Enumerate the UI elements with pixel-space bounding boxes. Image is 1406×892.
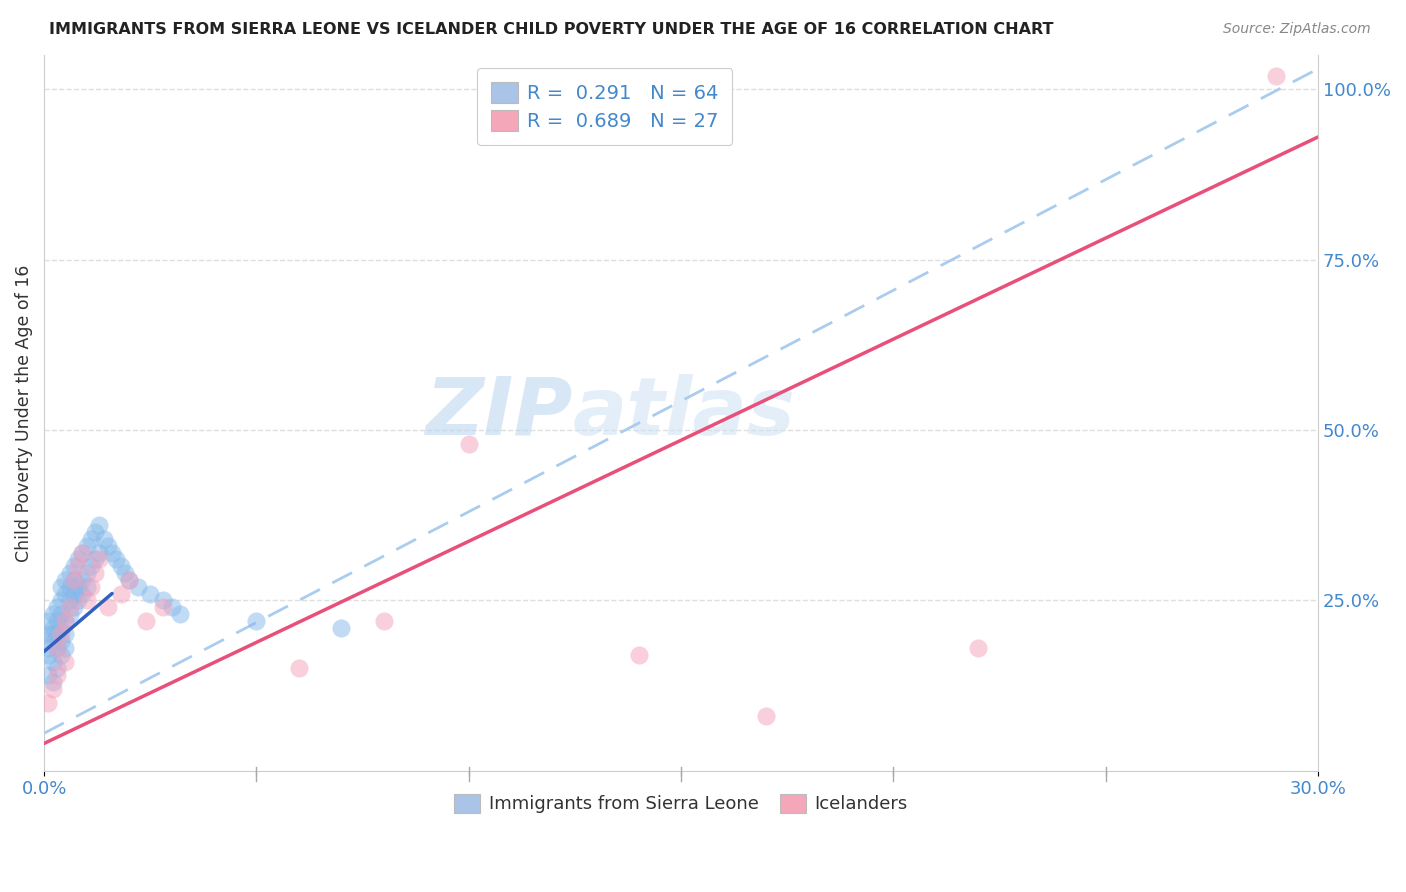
Point	[53, 573, 76, 587]
Point	[58, 566, 80, 580]
Text: Source: ZipAtlas.com: Source: ZipAtlas.com	[1223, 22, 1371, 37]
Point	[49, 593, 72, 607]
Point	[89, 546, 111, 560]
Point	[84, 525, 107, 540]
Point	[41, 607, 63, 621]
Point	[45, 640, 67, 655]
Point	[67, 552, 90, 566]
Point	[80, 580, 103, 594]
Point	[37, 614, 59, 628]
Point	[72, 586, 94, 600]
Point	[80, 559, 103, 574]
Text: IMMIGRANTS FROM SIERRA LEONE VS ICELANDER CHILD POVERTY UNDER THE AGE OF 16 CORR: IMMIGRANTS FROM SIERRA LEONE VS ICELANDE…	[49, 22, 1053, 37]
Point	[76, 593, 98, 607]
Point	[45, 661, 67, 675]
Point	[967, 640, 990, 655]
Point	[80, 532, 103, 546]
Point	[37, 696, 59, 710]
Point	[72, 573, 94, 587]
Point	[118, 573, 141, 587]
Point	[135, 614, 157, 628]
Point	[49, 648, 72, 662]
Point	[53, 614, 76, 628]
Point	[45, 614, 67, 628]
Point	[63, 586, 86, 600]
Point	[72, 546, 94, 560]
Point	[41, 655, 63, 669]
Point	[53, 586, 76, 600]
Y-axis label: Child Poverty Under the Age of 16: Child Poverty Under the Age of 16	[15, 264, 32, 562]
Point	[76, 539, 98, 553]
Point	[101, 546, 124, 560]
Point	[49, 621, 72, 635]
Point	[67, 580, 90, 594]
Point	[37, 648, 59, 662]
Point	[49, 627, 72, 641]
Point	[97, 600, 120, 615]
Point	[41, 681, 63, 696]
Point	[58, 607, 80, 621]
Point	[152, 593, 174, 607]
Point	[330, 621, 353, 635]
Point	[53, 655, 76, 669]
Point	[84, 566, 107, 580]
Point	[110, 586, 132, 600]
Point	[41, 675, 63, 690]
Point	[288, 661, 311, 675]
Point	[63, 600, 86, 615]
Point	[41, 627, 63, 641]
Point	[37, 627, 59, 641]
Point	[63, 559, 86, 574]
Text: ZIP: ZIP	[426, 374, 572, 452]
Point	[45, 640, 67, 655]
Point	[37, 640, 59, 655]
Point	[58, 600, 80, 615]
Point	[45, 627, 67, 641]
Point	[110, 559, 132, 574]
Point	[118, 573, 141, 587]
Point	[49, 580, 72, 594]
Point	[105, 552, 128, 566]
Point	[63, 573, 86, 587]
Point	[139, 586, 162, 600]
Point	[76, 580, 98, 594]
Point	[627, 648, 650, 662]
Point	[63, 573, 86, 587]
Point	[127, 580, 149, 594]
Point	[89, 552, 111, 566]
Point	[41, 634, 63, 648]
Point	[58, 593, 80, 607]
Point	[114, 566, 136, 580]
Legend: Immigrants from Sierra Leone, Icelanders: Immigrants from Sierra Leone, Icelanders	[441, 780, 921, 826]
Point	[49, 634, 72, 648]
Point	[457, 436, 479, 450]
Point	[53, 614, 76, 628]
Point	[245, 614, 267, 628]
Point	[755, 709, 778, 723]
Point	[49, 607, 72, 621]
Point	[373, 614, 395, 628]
Point	[97, 539, 120, 553]
Point	[84, 552, 107, 566]
Point	[41, 621, 63, 635]
Point	[67, 559, 90, 574]
Point	[58, 580, 80, 594]
Point	[169, 607, 191, 621]
Point	[76, 566, 98, 580]
Point	[93, 532, 115, 546]
Point	[45, 668, 67, 682]
Text: atlas: atlas	[572, 374, 796, 452]
Point	[72, 546, 94, 560]
Point	[53, 640, 76, 655]
Point	[152, 600, 174, 615]
Point	[1264, 69, 1286, 83]
Point	[45, 600, 67, 615]
Point	[67, 593, 90, 607]
Point	[89, 518, 111, 533]
Point	[37, 668, 59, 682]
Point	[160, 600, 183, 615]
Point	[53, 627, 76, 641]
